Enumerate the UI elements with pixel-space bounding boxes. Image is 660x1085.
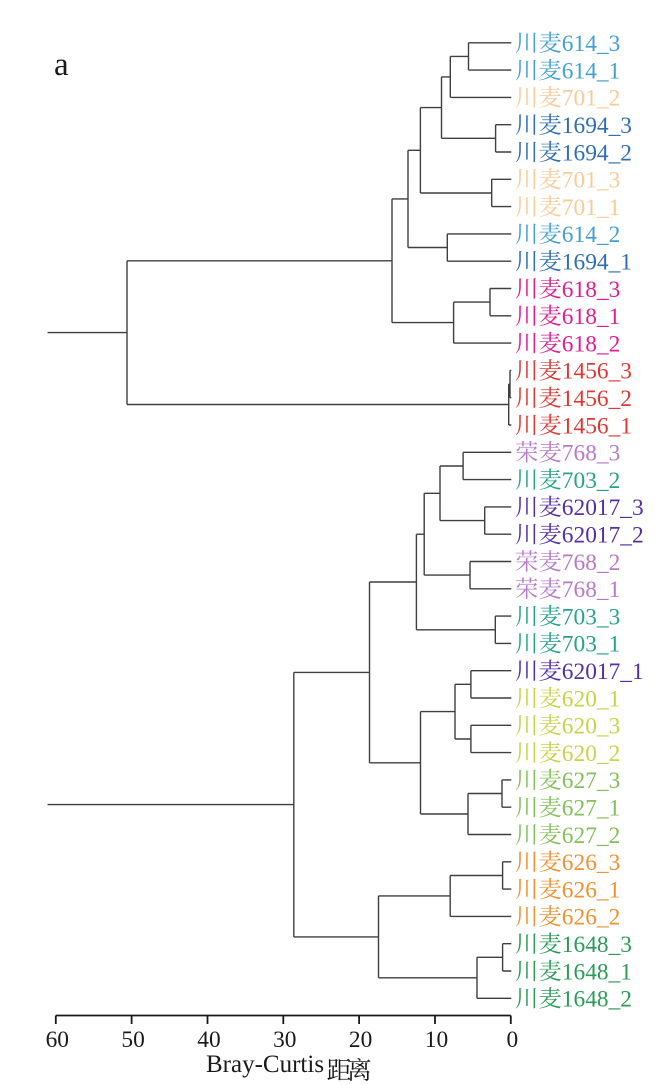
svg-text:620_3: 620_3 <box>562 714 620 740</box>
svg-text:1456_2: 1456_2 <box>562 386 632 412</box>
svg-text:618_3: 618_3 <box>562 277 620 303</box>
svg-text:627_1: 627_1 <box>562 796 620 822</box>
svg-text:614_3: 614_3 <box>562 31 620 57</box>
svg-text:627_2: 627_2 <box>562 823 620 849</box>
svg-text:703_2: 703_2 <box>562 468 620 494</box>
svg-text:614_1: 614_1 <box>562 58 620 84</box>
svg-text:703_1: 703_1 <box>562 632 620 658</box>
svg-text:50: 50 <box>121 1027 144 1053</box>
svg-text:614_2: 614_2 <box>562 222 620 248</box>
svg-text:626_1: 626_1 <box>562 877 620 903</box>
svg-text:627_3: 627_3 <box>562 768 620 794</box>
svg-text:768_2: 768_2 <box>562 550 620 576</box>
svg-text:701_2: 701_2 <box>562 86 620 112</box>
svg-text:768_1: 768_1 <box>562 577 620 603</box>
svg-text:62017_3: 62017_3 <box>562 495 644 521</box>
svg-text:1456_1: 1456_1 <box>562 413 632 439</box>
svg-text:1694_2: 1694_2 <box>562 140 632 166</box>
svg-text:1694_3: 1694_3 <box>562 113 632 139</box>
svg-text:618_2: 618_2 <box>562 331 620 357</box>
svg-text:618_1: 618_1 <box>562 304 620 330</box>
svg-text:30: 30 <box>273 1027 296 1053</box>
svg-text:626_2: 626_2 <box>562 905 620 931</box>
svg-text:62017_1: 62017_1 <box>562 659 644 685</box>
svg-text:60: 60 <box>46 1027 69 1053</box>
svg-text:62017_2: 62017_2 <box>562 523 644 549</box>
svg-text:768_3: 768_3 <box>562 441 620 467</box>
svg-text:1648_1: 1648_1 <box>562 959 632 985</box>
svg-text:10: 10 <box>425 1027 448 1053</box>
svg-text:1456_3: 1456_3 <box>562 359 632 385</box>
svg-text:620_2: 620_2 <box>562 741 620 767</box>
svg-text:620_1: 620_1 <box>562 686 620 712</box>
svg-text:40: 40 <box>197 1027 220 1053</box>
svg-text:701_1: 701_1 <box>562 195 620 221</box>
svg-text:626_3: 626_3 <box>562 850 620 876</box>
svg-text:701_3: 701_3 <box>562 168 620 194</box>
svg-text:a: a <box>54 47 69 83</box>
svg-text:1648_3: 1648_3 <box>562 932 632 958</box>
svg-text:703_3: 703_3 <box>562 604 620 630</box>
svg-text:Bray-Curtis: Bray-Curtis <box>206 1051 324 1078</box>
svg-text:1694_1: 1694_1 <box>562 250 632 276</box>
svg-text:0: 0 <box>506 1027 518 1053</box>
svg-text:1648_2: 1648_2 <box>562 987 632 1013</box>
svg-text:20: 20 <box>349 1027 372 1053</box>
